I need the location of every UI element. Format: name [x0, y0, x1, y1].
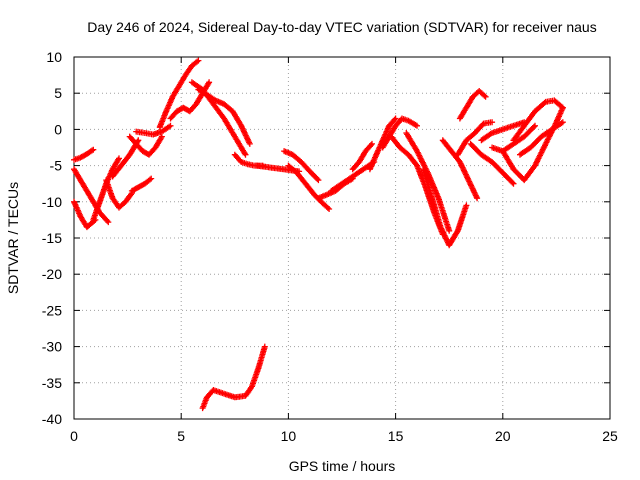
data-point	[148, 175, 155, 182]
data-point	[532, 122, 538, 129]
x-tick-label: 10	[281, 428, 297, 444]
data-point	[559, 104, 566, 111]
data-point	[128, 191, 134, 198]
series-track-33	[510, 97, 566, 144]
series-track-11	[167, 79, 213, 122]
series-track-21	[349, 140, 375, 173]
data-point	[458, 163, 465, 170]
data-point	[240, 127, 247, 133]
data-point	[195, 57, 202, 64]
x-tick-label: 0	[70, 428, 78, 444]
data-point	[116, 155, 122, 162]
series-track-34	[517, 119, 566, 158]
series-track-35	[478, 119, 528, 144]
data-point	[369, 140, 375, 147]
y-tick-label: -30	[42, 339, 62, 355]
y-tick-label: -15	[42, 230, 62, 246]
series-track-3	[71, 198, 99, 231]
series-track-9	[133, 122, 174, 138]
data-point	[104, 217, 111, 224]
data-point	[242, 151, 249, 158]
data-point	[367, 142, 374, 149]
data-point	[391, 116, 398, 123]
series-track-18	[281, 148, 322, 184]
x-axis-label: GPS time / hours	[289, 458, 396, 474]
data-point	[115, 156, 122, 163]
series-track-10	[156, 57, 202, 131]
series-track-15	[199, 343, 268, 412]
series-track-2	[71, 166, 112, 226]
data-point	[392, 115, 399, 122]
data-point	[90, 146, 97, 153]
y-tick-label: 5	[54, 85, 62, 101]
x-tick-label: 5	[177, 428, 185, 444]
data-point	[482, 93, 489, 100]
series-track-29	[456, 88, 489, 122]
data-point	[324, 204, 331, 211]
series-track-22	[366, 115, 399, 173]
data-point	[246, 140, 253, 147]
data-point	[194, 58, 201, 65]
data-point	[559, 119, 566, 126]
series-track-30	[467, 140, 517, 187]
data-point	[454, 229, 460, 236]
data-point	[463, 202, 470, 209]
y-tick-label: -25	[42, 302, 62, 318]
series-track-6	[109, 137, 142, 180]
y-tick-label: 10	[46, 49, 62, 65]
series-track-20	[328, 159, 378, 194]
x-tick-label: 20	[495, 428, 511, 444]
y-tick-label: -5	[50, 158, 63, 174]
chart-title: Day 246 of 2024, Sidereal Day-to-day VTE…	[87, 19, 596, 35]
series-track-28	[454, 119, 496, 158]
data-point	[414, 122, 420, 129]
series-track-7	[128, 175, 155, 194]
data-point	[474, 195, 481, 202]
y-axis-label: SDTVAR / TECUs	[5, 182, 21, 294]
grid	[74, 57, 610, 419]
data-point	[167, 122, 174, 129]
data-point	[89, 147, 95, 154]
series-track-1	[71, 146, 97, 163]
y-tick-label: -10	[42, 194, 62, 210]
y-tick-labels: 10 5 0 -5 -10 -15 -20 -25 -30 -35 -40	[42, 49, 62, 427]
axis-ticks	[73, 56, 611, 420]
data-point	[135, 137, 142, 144]
y-tick-label: -35	[42, 375, 62, 391]
data-point	[146, 176, 153, 183]
data-point	[105, 219, 112, 226]
series-track-8	[126, 133, 165, 158]
data-point	[326, 206, 333, 212]
x-tick-labels: 0 5 10 15 20 25	[70, 428, 618, 444]
x-tick-label: 25	[602, 428, 618, 444]
series-track-5	[103, 177, 135, 211]
data-point	[510, 180, 517, 187]
data-point	[558, 103, 565, 110]
series-track-13	[188, 79, 249, 158]
series-track-4	[90, 155, 122, 223]
data-point	[521, 119, 528, 126]
data-point	[261, 343, 268, 350]
data-series	[71, 57, 566, 412]
data-point	[206, 79, 213, 86]
data-point	[446, 227, 453, 234]
series-track-27	[439, 137, 481, 202]
series-track-23	[379, 115, 420, 151]
data-point	[541, 99, 548, 106]
data-point	[489, 119, 496, 126]
data-point	[530, 123, 537, 130]
data-point	[558, 120, 565, 127]
series-track-26	[420, 166, 470, 249]
data-point	[481, 92, 488, 99]
x-tick-label: 15	[388, 428, 404, 444]
y-tick-label: -40	[42, 411, 62, 427]
y-tick-label: -20	[42, 266, 62, 282]
data-point	[315, 177, 322, 184]
data-point	[509, 179, 516, 186]
data-point	[314, 176, 321, 182]
y-tick-label: 0	[54, 121, 62, 137]
